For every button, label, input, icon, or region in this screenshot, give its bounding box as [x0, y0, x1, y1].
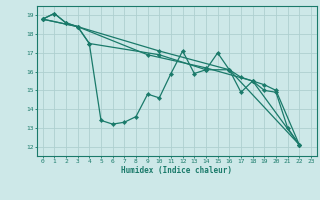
X-axis label: Humidex (Indice chaleur): Humidex (Indice chaleur) [121, 166, 232, 175]
